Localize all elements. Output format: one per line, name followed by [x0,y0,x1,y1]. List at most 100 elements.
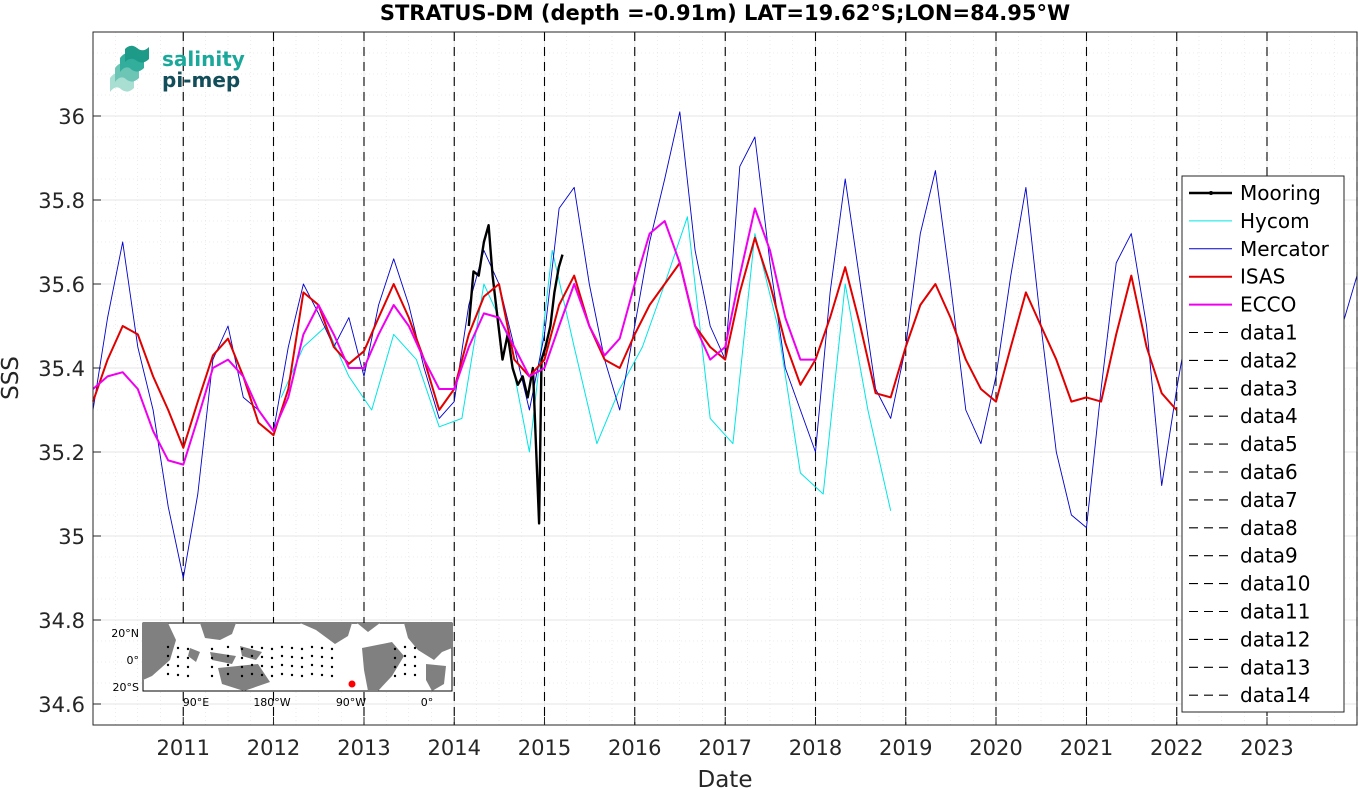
land-shape [357,623,380,632]
x-tick-label: 2014 [428,736,481,760]
buoy-dot [240,656,244,660]
buoy-dot [403,654,407,658]
buoy-dot [413,646,417,650]
logo-text-salinity: salinity [162,47,245,71]
legend-label: Mooring [1240,181,1321,205]
land-shape [404,623,452,660]
x-axis-label: Date [698,767,753,790]
y-tick-label: 36 [58,105,85,129]
buoy-dot [260,673,264,677]
legend-item: data1 [1189,321,1298,345]
land-shape [210,652,236,664]
legend-item: data6 [1189,460,1298,484]
legend-item: data13 [1189,655,1311,679]
buoy-dot [186,674,190,678]
buoy-dot [300,665,304,669]
legend: Mooring Hycom Mercator ISAS ECCO data1 data2 da… [1181,175,1345,713]
land-shape [188,648,200,662]
buoy-dot [320,655,324,659]
legend-item: data9 [1189,544,1298,568]
buoy-dot [280,645,284,649]
y-tick-label: 35.8 [38,189,85,213]
legend-label: data7 [1240,488,1298,512]
buoy-dot [210,665,214,669]
legend-label: data4 [1240,404,1298,428]
legend-item: data4 [1189,404,1298,428]
buoy-dot [300,647,304,651]
legend-item: data14 [1189,683,1311,707]
buoy-dot [320,673,324,677]
salinity-pimep-logo: salinity pi-mep [110,45,245,92]
x-tick-label: 2023 [1240,736,1293,760]
buoy-dot [270,665,274,669]
legend-label: data3 [1240,376,1298,400]
land-shape [300,623,352,644]
legend-item: data8 [1189,516,1298,540]
buoy-dot [310,654,314,658]
buoy-dot [270,647,274,651]
legend-label: data2 [1240,348,1298,372]
buoy-dot [393,647,397,651]
legend-label: data14 [1240,683,1311,707]
buoy-dot [260,655,264,659]
buoy-dot [260,646,264,650]
land-shape [218,664,270,691]
x-tick-label: 2017 [699,736,752,760]
y-tick-label: 35 [58,525,85,549]
inset-map-buoys [166,645,417,678]
mooring-site-marker [348,680,356,688]
buoy-dot [250,645,254,649]
series-line-hycom [280,216,892,511]
legend-label: data5 [1240,432,1298,456]
legend-item: data3 [1189,376,1298,400]
inset-lon-label: 90°E [183,696,209,709]
land-shape [426,664,446,691]
legend-item: data12 [1189,627,1311,651]
legend-label: ISAS [1240,265,1285,289]
buoy-dot [226,663,230,667]
buoy-dot [403,645,407,649]
buoy-dot [310,672,314,676]
inset-lon-label: 90°W [336,696,366,709]
land-shape [143,623,176,680]
buoy-dot [320,664,324,668]
buoy-dot [210,647,214,651]
inset-lon-label: 0° [421,696,434,709]
buoy-dot [260,664,264,668]
inset-map-land [143,623,452,691]
buoy-dot [280,663,284,667]
series-line-mooring [467,223,564,525]
y-axis-label: SSS [0,356,24,400]
legend-label: Hycom [1240,209,1310,233]
buoy-dot [240,647,244,651]
buoy-dot [226,654,230,658]
series-line-ecco [92,207,816,466]
legend-label: Mercator [1240,237,1330,261]
inset-lat-label: 20°S [113,681,139,694]
buoy-dot [393,665,397,669]
inset-lon-label: 180°W [253,696,290,709]
logo-text-pimep: pi-mep [162,68,240,92]
buoy-dot [250,654,254,658]
buoy-dot [210,674,214,678]
buoy-dot [186,647,190,651]
legend-item: ISAS [1189,265,1285,289]
buoy-dot [166,672,170,676]
buoy-dot [176,646,180,650]
series-line-isas [92,236,1178,449]
y-axis: 34.6 34.8 35 35.2 35.4 35.6 35.8 36 [38,105,101,717]
series-layer [92,111,1358,579]
buoy-dot [413,664,417,668]
buoy-dot [250,663,254,667]
buoy-dot [300,656,304,660]
x-tick-label: 2021 [1060,736,1113,760]
x-tick-label: 2013 [337,736,390,760]
reference-lines [182,32,1358,725]
y-tick-label: 34.8 [38,609,85,633]
legend-label: data12 [1240,627,1311,651]
y-tick-label: 34.6 [38,693,85,717]
buoy-dot [166,663,170,667]
land-shape [200,623,236,640]
legend-item: data5 [1189,432,1298,456]
legend-marker [1209,191,1213,195]
